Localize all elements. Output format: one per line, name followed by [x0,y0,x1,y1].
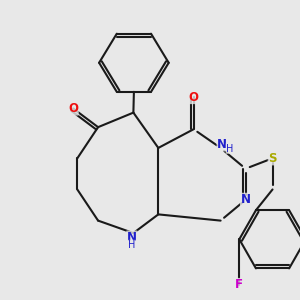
Text: N: N [217,138,227,151]
Text: H: H [128,240,136,250]
Text: N: N [241,193,250,206]
Text: F: F [235,278,243,292]
Text: S: S [268,152,277,165]
Text: O: O [68,102,78,115]
Text: N: N [127,231,137,244]
Text: O: O [189,91,199,103]
Text: H: H [226,143,233,154]
